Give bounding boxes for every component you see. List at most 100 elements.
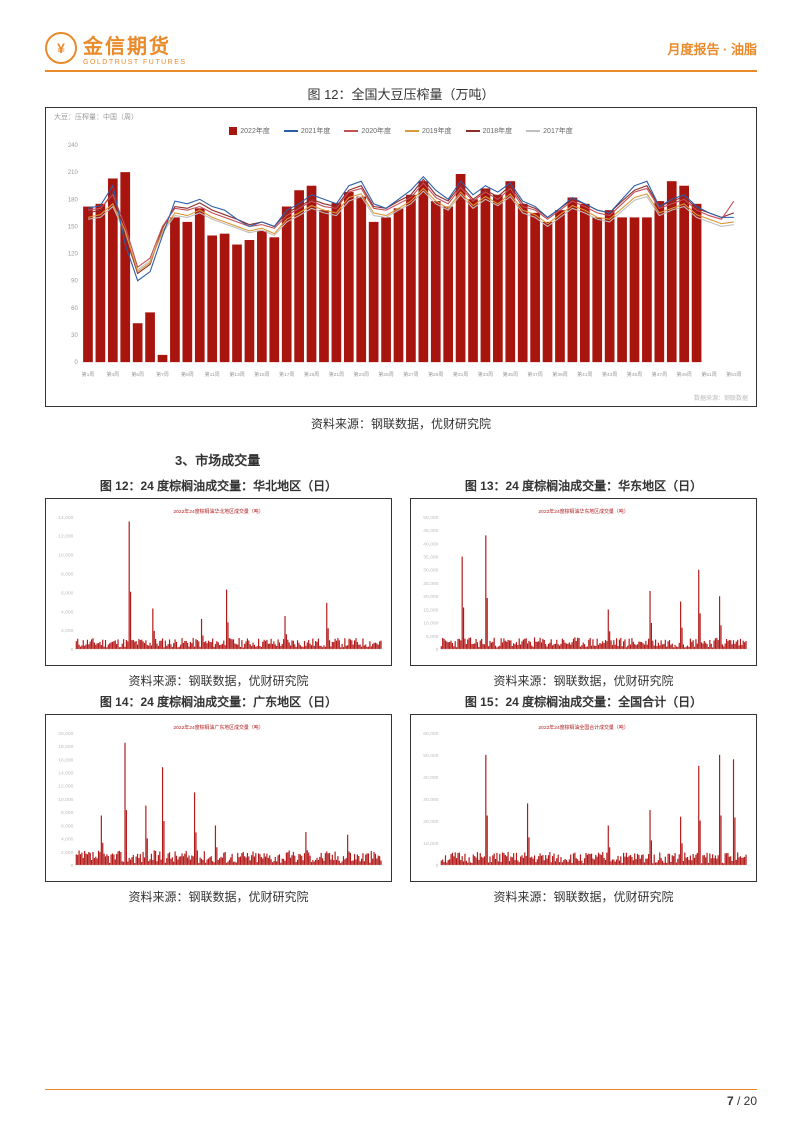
svg-text:第13周: 第13周 (229, 371, 244, 378)
svg-text:第19周: 第19周 (304, 371, 319, 378)
small-chart-2-source: 资料来源：钢联数据，优财研究院 (410, 672, 757, 689)
svg-text:50,000: 50,000 (423, 515, 438, 521)
svg-text:40,000: 40,000 (423, 541, 438, 547)
small-chart-2-svg: 0 5,000 10,000 15,000 20,000 25,000 30,000 35,0… (415, 503, 752, 661)
svg-text:60: 60 (71, 306, 78, 312)
svg-text:0: 0 (74, 360, 78, 366)
section-heading: 3、市场成交量 (175, 450, 757, 469)
svg-text:30: 30 (71, 333, 78, 339)
svg-text:150: 150 (68, 224, 79, 230)
small-chart-4: 图 15：24 度棕榈油成交量：全国合计（日） 0 10,000 20,000 30,… (410, 689, 757, 905)
svg-text:10,000: 10,000 (58, 553, 73, 559)
svg-text:第51周: 第51周 (701, 371, 716, 378)
small-chart-1: 图 12：24 度棕榈油成交量：华北地区（日） 0 2,000 4,000 6,000… (45, 473, 392, 689)
svg-text:第5周: 第5周 (131, 371, 144, 378)
svg-text:40,000: 40,000 (423, 775, 438, 781)
svg-text:18,000: 18,000 (58, 744, 73, 750)
svg-text:30,000: 30,000 (423, 568, 438, 574)
main-chart-source-corner: 数据来源：钢联数据 (694, 393, 748, 402)
main-chart: 大豆：压榨量：中国（周） 2022年度2021年度2020年度2019年度201… (45, 107, 757, 407)
page-footer: 7 / 20 (45, 1089, 757, 1108)
svg-text:第17周: 第17周 (279, 371, 294, 378)
svg-text:2022年24度棕榈油全国合计成交量（吨）: 2022年24度棕榈油全国合计成交量（吨） (538, 724, 628, 731)
svg-text:第15周: 第15周 (254, 371, 269, 378)
page-number: 7 (727, 1094, 734, 1108)
svg-text:60,000: 60,000 (423, 731, 438, 737)
svg-text:10,000: 10,000 (423, 621, 438, 627)
svg-text:第39周: 第39周 (552, 371, 567, 378)
small-chart-4-svg: 0 10,000 20,000 30,000 40,000 50,000 60,000 202… (415, 719, 752, 877)
svg-text:第7周: 第7周 (156, 371, 169, 378)
svg-text:第49周: 第49周 (676, 371, 691, 378)
svg-text:6,000: 6,000 (61, 590, 74, 596)
small-chart-1-source: 资料来源：钢联数据，优财研究院 (45, 672, 392, 689)
svg-text:25,000: 25,000 (423, 581, 438, 587)
svg-text:45,000: 45,000 (423, 528, 438, 534)
svg-text:2,000: 2,000 (61, 628, 74, 634)
svg-text:0: 0 (436, 647, 439, 653)
header-category: 月度报告 · 油脂 (667, 39, 757, 58)
small-chart-1-title: 图 12：24 度棕榈油成交量：华北地区（日） (45, 477, 392, 494)
svg-text:第23周: 第23周 (354, 371, 369, 378)
svg-text:35,000: 35,000 (423, 554, 438, 560)
svg-text:15,000: 15,000 (423, 607, 438, 613)
svg-text:第47周: 第47周 (652, 371, 667, 378)
svg-text:第9周: 第9周 (181, 371, 194, 378)
small-chart-3-source: 资料来源：钢联数据，优财研究院 (45, 888, 392, 905)
svg-text:第21周: 第21周 (329, 371, 344, 378)
svg-text:第35周: 第35周 (503, 371, 518, 378)
svg-text:6,000: 6,000 (61, 823, 74, 829)
svg-text:2022年24度棕榈油华北地区成交量（吨）: 2022年24度棕榈油华北地区成交量（吨） (173, 508, 263, 515)
svg-text:180: 180 (68, 197, 79, 203)
svg-text:0: 0 (71, 647, 74, 653)
page-total: 20 (744, 1094, 757, 1108)
svg-text:第31周: 第31周 (453, 371, 468, 378)
svg-text:第41周: 第41周 (577, 371, 592, 378)
svg-text:14,000: 14,000 (58, 770, 73, 776)
svg-text:10,000: 10,000 (423, 841, 438, 847)
svg-text:20,000: 20,000 (423, 594, 438, 600)
svg-text:12,000: 12,000 (58, 784, 73, 790)
svg-text:5,000: 5,000 (426, 634, 439, 640)
main-chart-source: 资料来源：钢联数据，优财研究院 (45, 415, 757, 432)
svg-text:14,000: 14,000 (58, 515, 73, 521)
logo-icon: ¥ (45, 32, 77, 64)
svg-text:20,000: 20,000 (423, 819, 438, 825)
svg-text:10,000: 10,000 (58, 797, 73, 803)
svg-text:8,000: 8,000 (61, 810, 74, 816)
logo-en: GOLDTRUST FUTURES (83, 59, 187, 66)
svg-text:第33周: 第33周 (478, 371, 493, 378)
logo: ¥ 金信期货 GOLDTRUST FUTURES (45, 30, 187, 66)
main-chart-subtitle: 大豆：压榨量：中国（周） (54, 112, 138, 122)
svg-text:第27周: 第27周 (403, 371, 418, 378)
svg-text:第11周: 第11周 (205, 371, 220, 378)
svg-text:第3周: 第3周 (106, 371, 119, 378)
main-chart-svg: 0306090120150180210240第1周第3周第5周第7周第9周第11… (54, 140, 748, 385)
svg-text:第1周: 第1周 (82, 371, 95, 378)
main-chart-legend: 2022年度2021年度2020年度2019年度2018年度2017年度 (54, 126, 748, 136)
logo-cn: 金信期货 (83, 30, 187, 59)
svg-text:20,000: 20,000 (58, 731, 73, 737)
svg-text:2022年24度棕榈油广东地区成交量（吨）: 2022年24度棕榈油广东地区成交量（吨） (173, 724, 263, 731)
page-header: ¥ 金信期货 GOLDTRUST FUTURES 月度报告 · 油脂 (45, 30, 757, 72)
svg-text:第37周: 第37周 (527, 371, 542, 378)
svg-text:210: 210 (68, 170, 79, 176)
svg-text:0: 0 (71, 863, 74, 869)
svg-text:90: 90 (71, 279, 78, 285)
small-chart-3-title: 图 14：24 度棕榈油成交量：广东地区（日） (45, 693, 392, 710)
small-chart-3-svg: 02,0004,0006,0008,00010,00012,00014,0001… (50, 719, 387, 877)
svg-text:第43周: 第43周 (602, 371, 617, 378)
svg-text:4,000: 4,000 (61, 609, 74, 615)
svg-text:第45周: 第45周 (627, 371, 642, 378)
svg-text:第53周: 第53周 (726, 371, 741, 378)
svg-text:30,000: 30,000 (423, 797, 438, 803)
svg-text:50,000: 50,000 (423, 753, 438, 759)
small-chart-2-title: 图 13：24 度棕榈油成交量：华东地区（日） (410, 477, 757, 494)
small-chart-4-title: 图 15：24 度棕榈油成交量：全国合计（日） (410, 693, 757, 710)
small-chart-3: 图 14：24 度棕榈油成交量：广东地区（日） 02,0004,0006,000… (45, 689, 392, 905)
svg-text:8,000: 8,000 (61, 572, 74, 578)
svg-text:0: 0 (436, 863, 439, 869)
svg-text:第25周: 第25周 (378, 371, 393, 378)
svg-text:2022年24度棕榈油华东地区成交量（吨）: 2022年24度棕榈油华东地区成交量（吨） (538, 508, 628, 515)
small-chart-1-svg: 02,0004,0006,0008,00010,00012,00014,0002… (50, 503, 387, 661)
